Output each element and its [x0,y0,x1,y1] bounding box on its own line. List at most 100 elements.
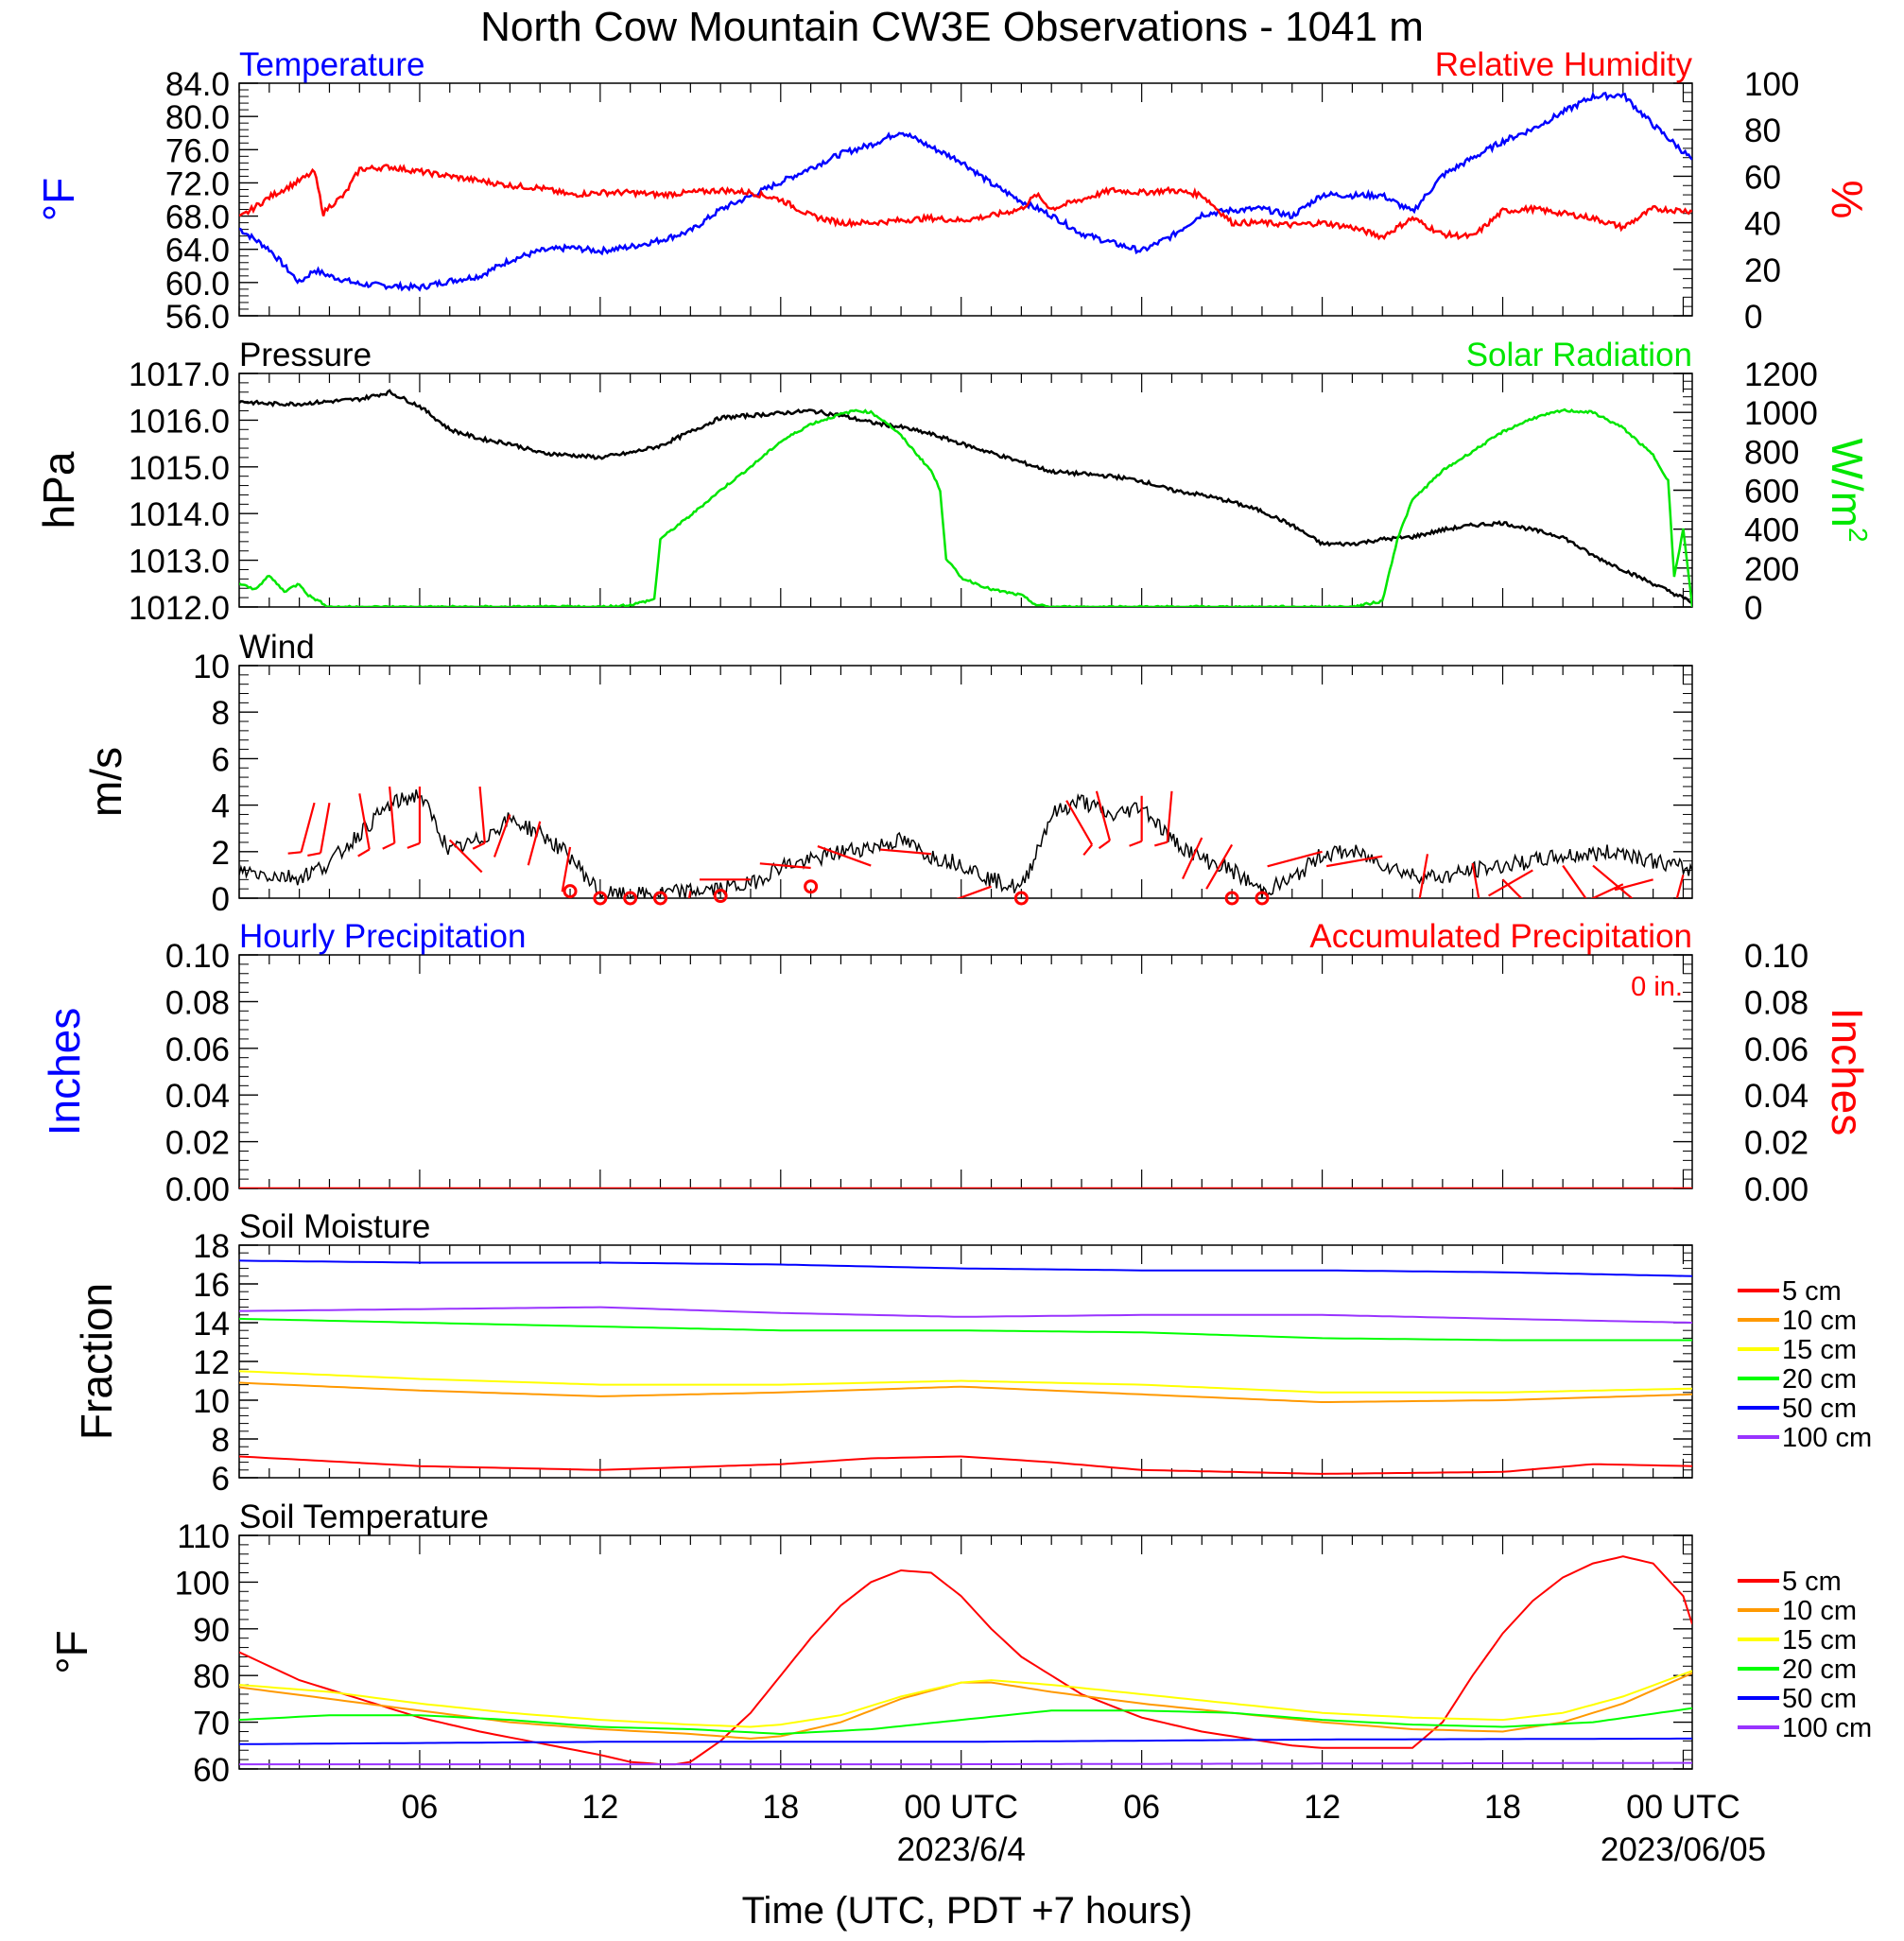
y-right-tick-label: 0.00 [1744,1171,1809,1208]
y-tick-label: 1012.0 [129,590,230,627]
y-right-tick-label: 0.06 [1744,1031,1809,1068]
calm-marker [623,891,638,906]
panel-left-title: Soil Moisture [239,1208,430,1245]
wind-barb-flag [1082,843,1093,856]
y-tick-label: 0.10 [165,938,230,975]
y-tick-label: 6 [212,741,230,778]
y-tick-label: 68.0 [165,199,230,236]
wind-barb [1325,855,1383,868]
series-50-cm [239,1737,1692,1745]
calm-marker [1013,891,1029,906]
legend-label: 50 cm [1782,1684,1857,1714]
y-tick-label: 0.06 [165,1031,230,1068]
y-right-tick-label: 0.10 [1744,938,1809,975]
panel-precip: 0.00 0.02 0.04 0.06 0.08 0.10 0.00 0.02 0.04 0.06… [40,918,1872,1208]
wind-barb [300,802,316,853]
y-tick-label: 70 [193,1706,230,1742]
wind-barb-flag [357,848,371,858]
y-axis-label: Fraction [72,1283,121,1440]
legend-label: 100 cm [1782,1713,1872,1743]
y-axis-label: m/s [81,747,130,817]
y-right-axis-label: % [1823,181,1872,219]
wind-barb [493,814,511,858]
wind-barb [759,862,811,870]
y-tick-label: 0.08 [165,984,230,1021]
panel-right-title: Relative Humidity [1435,46,1693,83]
series-pressure [239,389,1692,604]
legend-label: 5 cm [1782,1567,1842,1597]
y-tick-label: 1013.0 [129,544,230,581]
calm-marker [713,889,728,904]
wind-barb [1488,869,1533,897]
wind-barb-flag [1129,840,1143,847]
y-tick-label: 0.00 [165,1171,230,1208]
x-tick-label: 18 [1484,1789,1521,1826]
calm-marker [804,879,819,894]
series-100-cm [239,1761,1692,1766]
wind-barb-flag [1154,841,1168,847]
panel-left-title: Pressure [239,337,372,373]
plot-frame [238,82,1693,317]
wind-barb [1065,800,1094,845]
y-tick-label: 64.0 [165,233,230,269]
series-50-cm [239,1259,1692,1277]
y-tick-label: 16 [193,1267,230,1304]
y-right-tick-label: 600 [1744,474,1799,511]
legend-label: 50 cm [1782,1394,1857,1424]
plot-frame [238,1534,1693,1770]
panel-temp_rh: 56.060.064.068.072.076.080.084.0 0 20 40 60 8… [34,46,1872,336]
series-humidity [239,164,1692,241]
y-tick-label: 60.0 [165,266,230,303]
y-tick-label: 8 [212,695,230,732]
y-right-tick-label: 200 [1744,551,1799,588]
series-5-cm [239,1455,1692,1475]
wind-barb [358,793,371,850]
y-right-axis-label: W/m2 [1823,438,1873,542]
y-tick-label: 18 [193,1228,230,1265]
x-tick-label: 12 [581,1789,618,1826]
wind-barb-flag [407,841,421,849]
panel-left-title: Wind [239,629,315,666]
x-date-label: 2023/6/4 [897,1831,1026,1868]
series-wind [239,789,1692,898]
wind-barb [1501,878,1523,898]
y-axis-label: hPa [34,451,83,529]
legend-label: 100 cm [1782,1423,1872,1453]
wind-barb [527,821,542,866]
y-tick-label: 14 [193,1306,230,1343]
wind-barb [1614,878,1653,892]
y-tick-label: 60 [193,1752,230,1789]
y-tick-label: 1014.0 [129,496,230,533]
y-tick-label: 4 [212,789,230,825]
legend-label: 10 cm [1782,1596,1857,1626]
y-tick-label: 1015.0 [129,450,230,487]
y-right-tick-label: 800 [1744,434,1799,471]
wind-barb [1182,837,1203,880]
y-right-tick-label: 0.02 [1744,1125,1809,1162]
plot-frame [238,665,1693,899]
legend-label: 20 cm [1782,1655,1857,1685]
y-tick-label: 8 [212,1422,230,1459]
series-20-cm [239,1707,1692,1736]
x-tick-label: 12 [1304,1789,1341,1826]
y-tick-label: 0.04 [165,1078,230,1115]
y-tick-label: 10 [193,649,230,685]
y-right-tick-label: 1000 [1744,395,1818,432]
wind-barb [1592,864,1634,898]
y-tick-label: 6 [212,1461,230,1498]
legend-label: 20 cm [1782,1364,1857,1395]
wind-barb [956,885,992,898]
y-right-tick-label: 0 [1744,299,1762,336]
panel-right-title: Accumulated Precipitation [1309,918,1692,955]
calm-marker [1224,891,1239,906]
panel-left-title: Hourly Precipitation [239,918,526,955]
y-right-tick-label: 60 [1744,159,1781,196]
calm-marker [563,884,578,899]
series-solar [239,407,1692,607]
y-right-tick-label: 0.08 [1744,984,1809,1021]
y-tick-label: 80.0 [165,99,230,136]
legend-label: 15 cm [1782,1335,1857,1365]
